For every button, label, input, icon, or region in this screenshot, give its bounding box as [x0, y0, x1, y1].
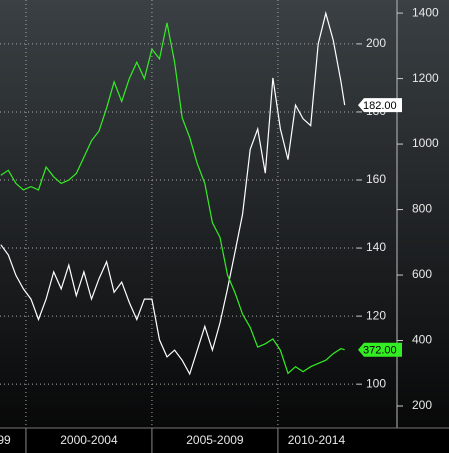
x-category-label: 2010-2014	[288, 433, 346, 447]
series-line	[0, 22, 345, 375]
value-label-box	[358, 342, 402, 357]
y2-tick-label: 400	[412, 333, 432, 347]
y2-tick-label: 1000	[412, 136, 439, 150]
x-category-label: 1999	[0, 433, 11, 447]
x-category-label: 2005-2009	[186, 433, 244, 447]
y2-tick-label: 200	[412, 398, 432, 412]
x-category-label: 2000-2004	[60, 433, 118, 447]
y-tick-label: 120	[366, 308, 386, 322]
x-axis-band	[0, 428, 449, 453]
series-line	[0, 10, 346, 376]
y-tick-label: 140	[366, 240, 386, 254]
y2-tick-label: 1200	[412, 71, 439, 85]
y2-tick-label: 1400	[412, 5, 439, 19]
y-tick-label: 200	[366, 36, 386, 50]
y-tick-label: 100	[366, 376, 386, 390]
y2-tick-label: 800	[412, 202, 432, 216]
value-label: 372.00	[363, 345, 397, 357]
value-label: 182.00	[363, 100, 397, 112]
y-tick-label: 160	[366, 172, 386, 186]
y2-tick-label: 600	[412, 267, 432, 281]
value-label-box	[358, 98, 402, 113]
